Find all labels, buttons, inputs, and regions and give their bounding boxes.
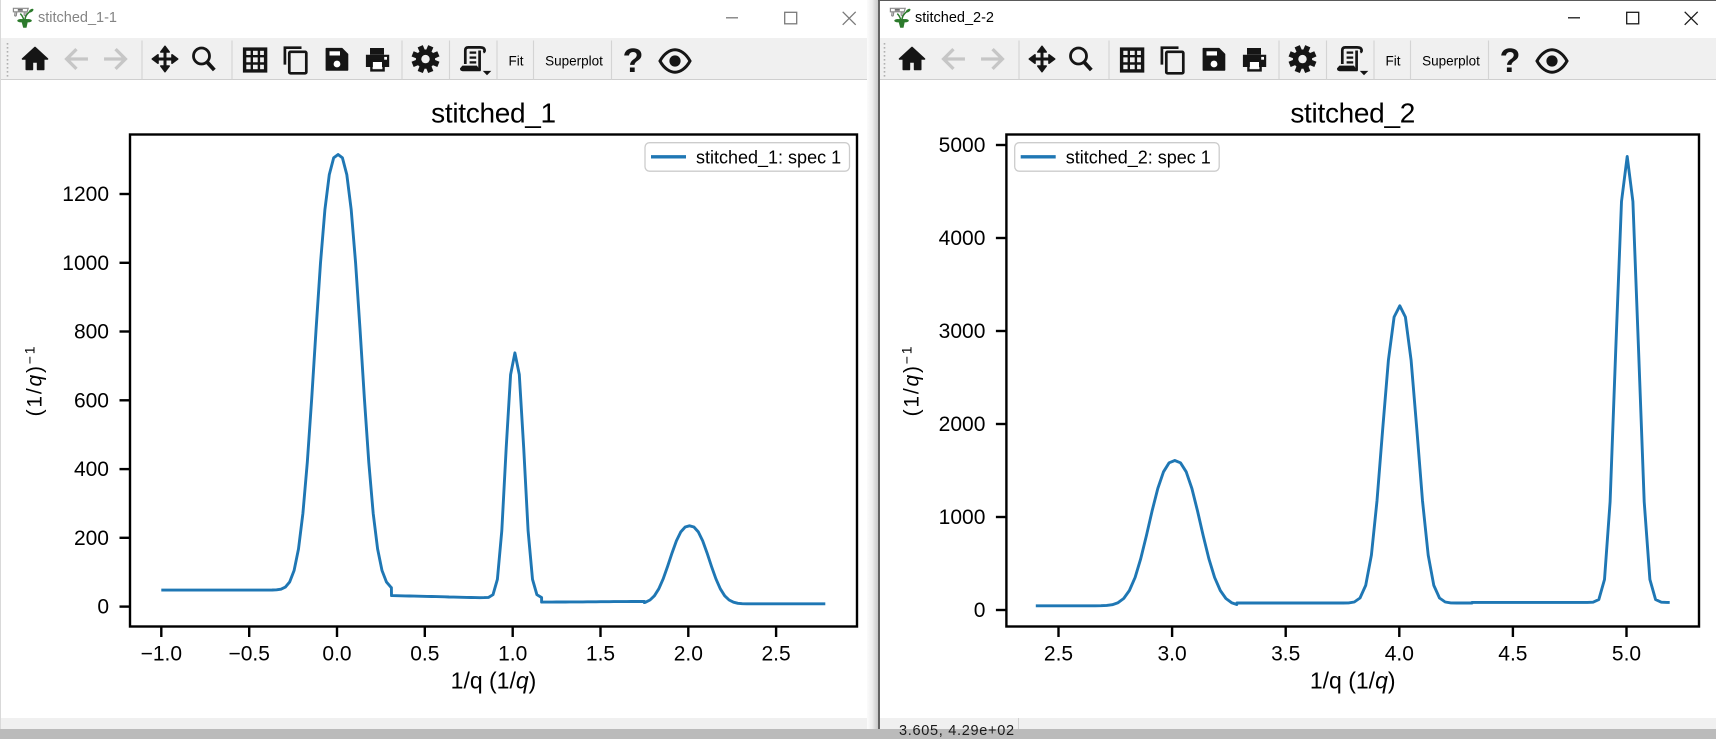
svg-text:200: 200 — [74, 527, 109, 550]
svg-text:1200: 1200 — [62, 183, 109, 206]
svg-text:0: 0 — [97, 596, 109, 619]
svg-text:stitched_1: stitched_1 — [431, 98, 556, 129]
svg-text:3.0: 3.0 — [1157, 643, 1186, 666]
svg-text:Superplot: Superplot — [1422, 54, 1480, 69]
svg-text:600: 600 — [74, 389, 109, 412]
svg-text:5.0: 5.0 — [1612, 643, 1641, 666]
svg-text:1.5: 1.5 — [586, 643, 615, 666]
svg-text:?: ? — [1500, 42, 1521, 80]
svg-text:0.5: 0.5 — [410, 643, 439, 666]
svg-text:400: 400 — [74, 458, 109, 481]
svg-text:stitched_2: stitched_2 — [1290, 98, 1415, 129]
svg-text:stitched_2: spec 1: stitched_2: spec 1 — [1066, 147, 1211, 168]
svg-text:(1/q)−1: (1/q)−1 — [898, 345, 924, 417]
svg-text:−0.5: −0.5 — [228, 643, 269, 666]
svg-text:0: 0 — [974, 599, 986, 622]
svg-text:2.0: 2.0 — [674, 643, 703, 666]
svg-text:4.5: 4.5 — [1498, 643, 1527, 666]
svg-text:2.5: 2.5 — [1044, 643, 1073, 666]
svg-text:4000: 4000 — [939, 227, 986, 250]
svg-text:2000: 2000 — [939, 413, 986, 436]
svg-text:3000: 3000 — [939, 320, 986, 343]
svg-text:1/q (1/q): 1/q (1/q) — [451, 668, 537, 694]
svg-text:?: ? — [623, 42, 644, 80]
svg-text:4.0: 4.0 — [1385, 643, 1414, 666]
svg-text:Fit: Fit — [509, 54, 524, 69]
svg-text:0.0: 0.0 — [322, 643, 351, 666]
svg-text:1/q (1/q): 1/q (1/q) — [1310, 668, 1396, 694]
svg-text:3.5: 3.5 — [1271, 643, 1300, 666]
svg-text:1000: 1000 — [62, 252, 109, 275]
svg-text:Superplot: Superplot — [545, 54, 603, 69]
svg-text:1000: 1000 — [939, 506, 986, 529]
svg-text:2.5: 2.5 — [761, 643, 790, 666]
svg-text:(1/q)−1: (1/q)−1 — [21, 345, 47, 417]
svg-text:1.0: 1.0 — [498, 643, 527, 666]
svg-text:800: 800 — [74, 321, 109, 344]
svg-text:−1.0: −1.0 — [141, 643, 182, 666]
svg-text:5000: 5000 — [939, 134, 986, 157]
svg-text:stitched_1: spec 1: stitched_1: spec 1 — [696, 147, 841, 168]
svg-text:Fit: Fit — [1386, 54, 1401, 69]
